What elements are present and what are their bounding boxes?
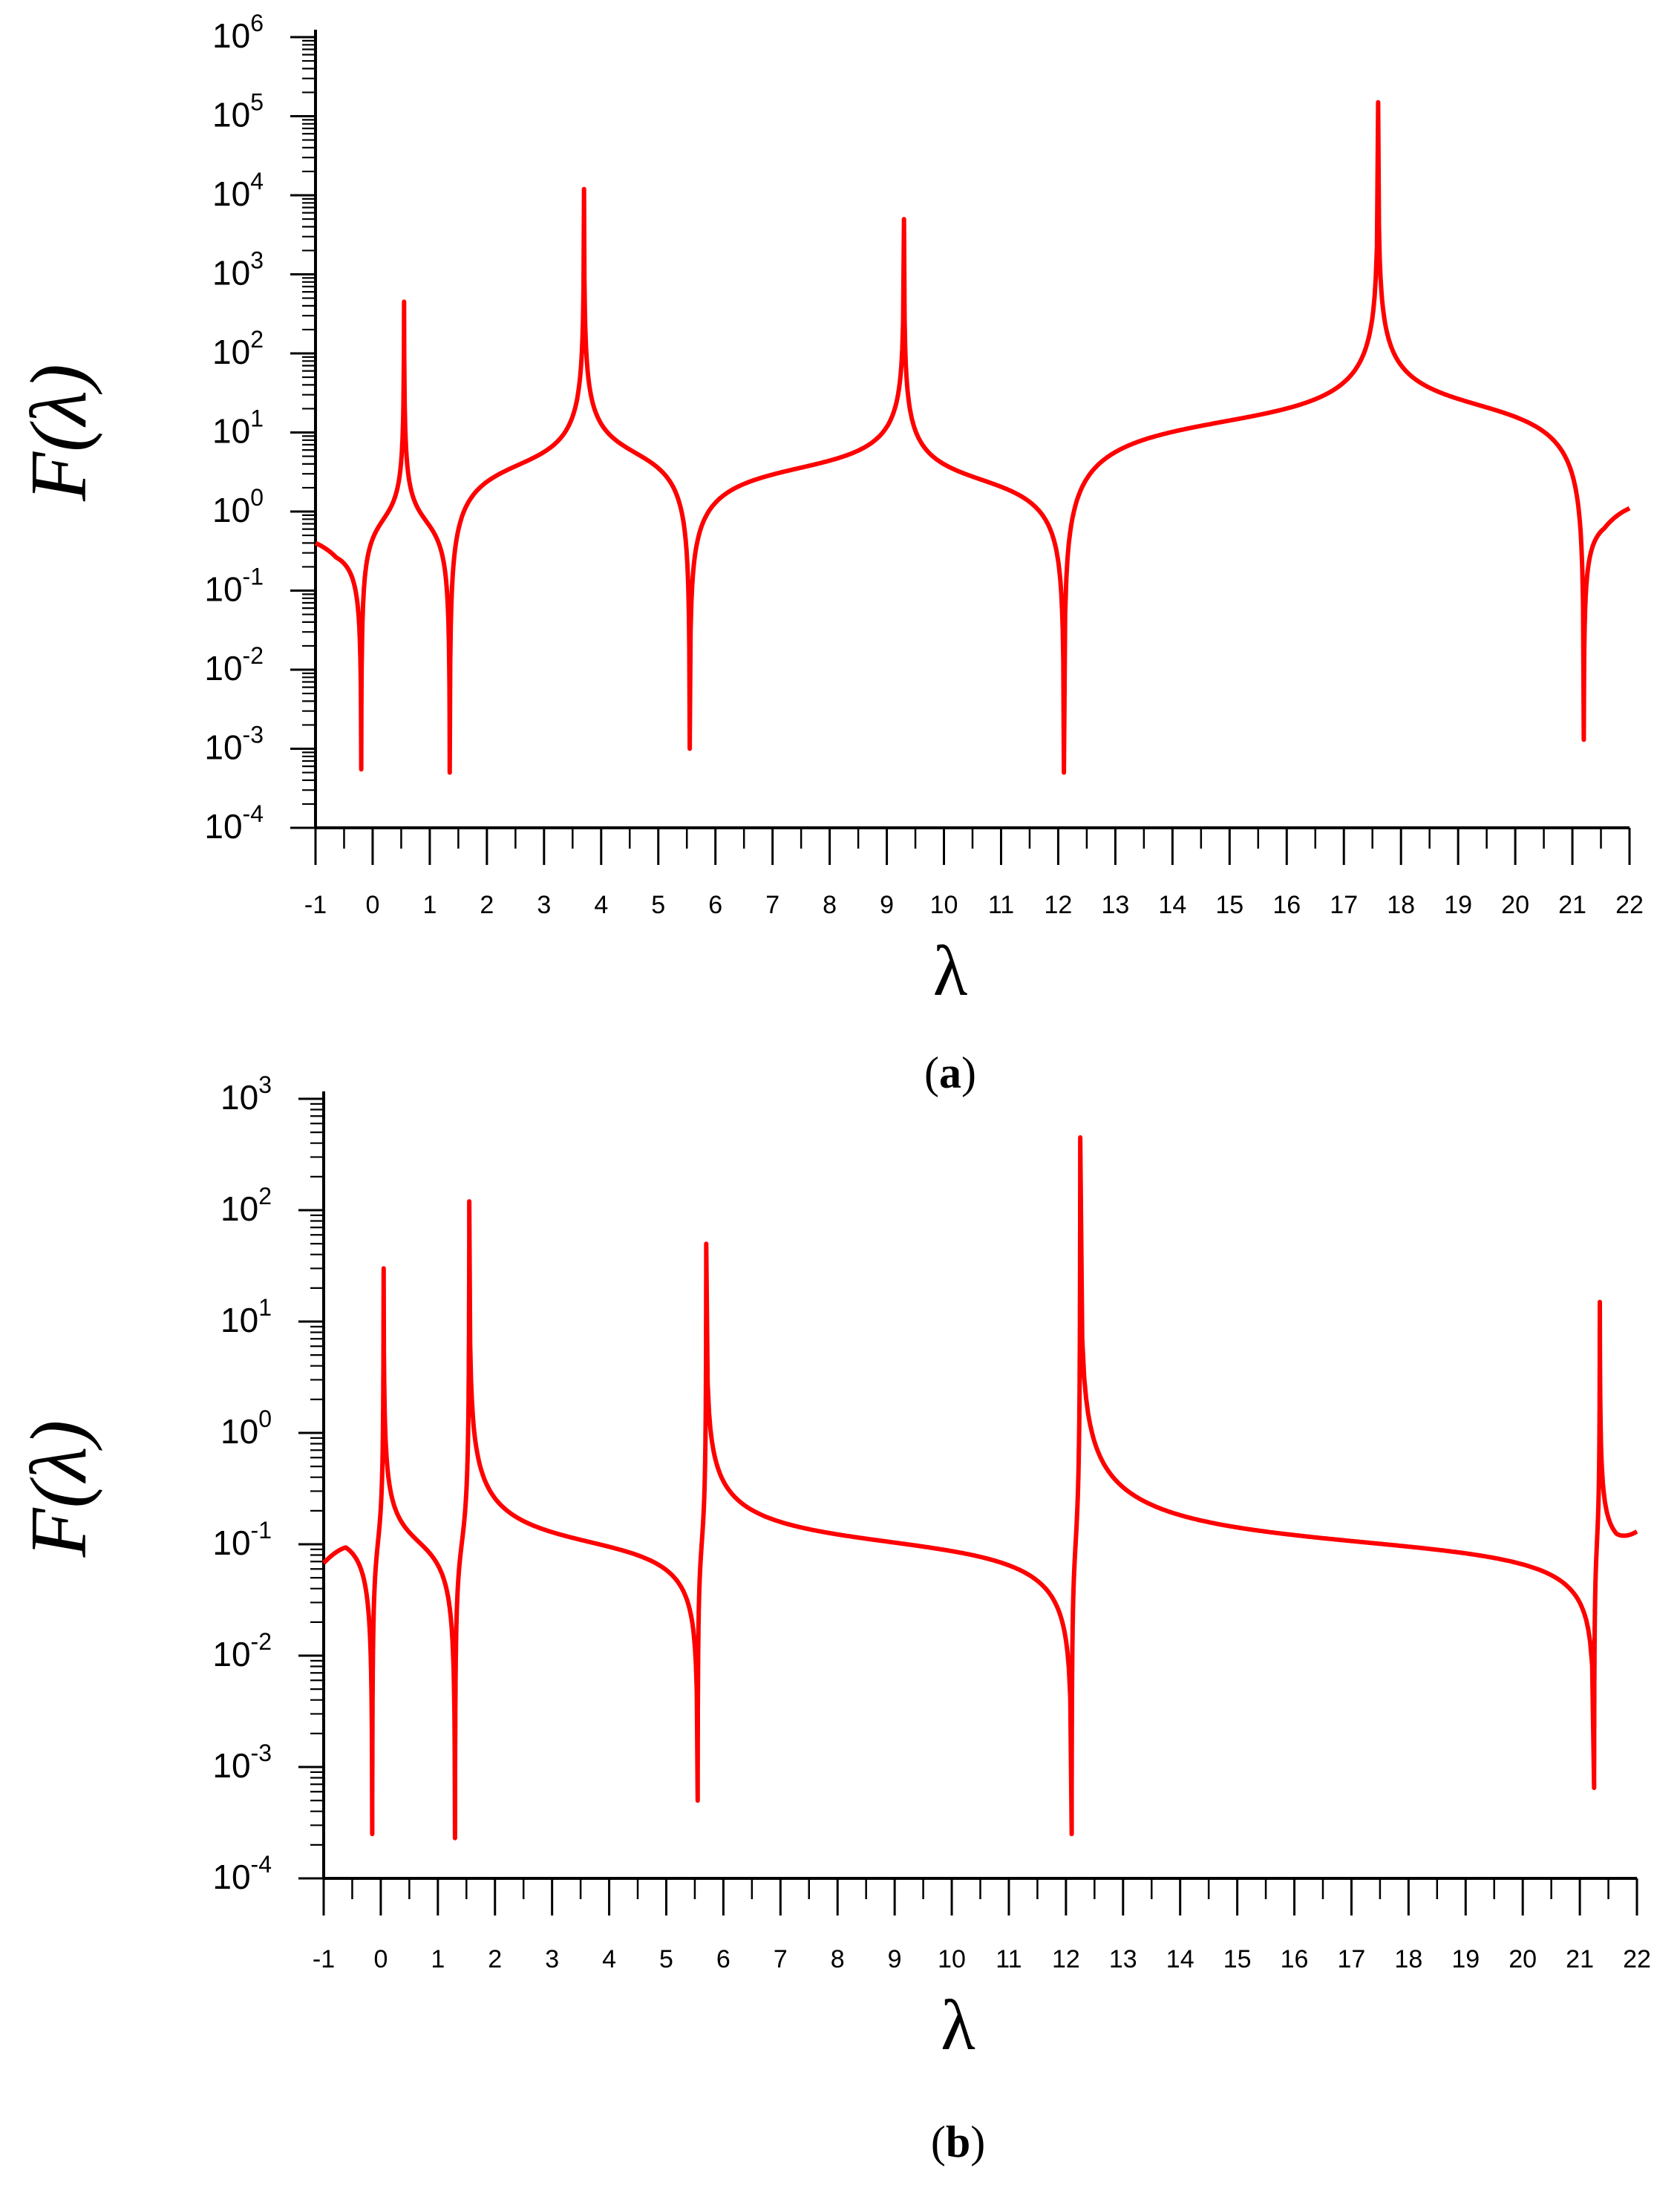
x-tick-label: 22 — [1615, 891, 1644, 919]
x-tick-label: 1 — [431, 1945, 445, 1973]
x-tick-label: 20 — [1501, 891, 1529, 919]
x-tick-label: 19 — [1444, 891, 1472, 919]
x-axis-title: λ — [941, 1985, 975, 2065]
pole-point — [902, 218, 906, 221]
x-tick-label: 11 — [996, 1945, 1022, 1973]
y-tick-label: 100 — [220, 1405, 272, 1451]
y-tick-label: 104 — [212, 168, 264, 213]
zero-point — [453, 1836, 457, 1840]
x-tick-label: 2 — [480, 891, 494, 919]
y-tick-label: 10-4 — [212, 1851, 272, 1896]
x-tick-label: 12 — [1045, 891, 1073, 919]
zero-point — [359, 768, 363, 771]
x-tick-label: 9 — [880, 891, 894, 919]
zero-point — [1592, 1786, 1596, 1790]
pole-point — [468, 1200, 471, 1203]
x-tick-label: 19 — [1451, 1945, 1480, 1973]
x-axis-title: λ — [933, 931, 968, 1010]
x-tick-label: 8 — [823, 891, 837, 919]
x-tick-label: 6 — [716, 1945, 730, 1973]
x-tick-label: 10 — [930, 891, 958, 919]
x-tick-label: 22 — [1623, 1945, 1651, 1973]
pole-point — [1079, 1136, 1082, 1140]
x-tick-label: 11 — [988, 891, 1014, 919]
y-tick-label: 105 — [212, 89, 264, 134]
panel-label: (b) — [931, 2117, 985, 2166]
pole-point — [402, 300, 406, 304]
x-tick-label: 7 — [774, 1945, 788, 1973]
zero-point — [1582, 738, 1586, 742]
x-tick-label: 20 — [1509, 1945, 1537, 1973]
y-tick-label: 101 — [220, 1294, 272, 1339]
x-tick-label: 17 — [1330, 891, 1358, 919]
y-tick-label: 101 — [212, 405, 264, 451]
y-tick-label: 100 — [212, 484, 264, 529]
x-tick-label: 15 — [1215, 891, 1243, 919]
x-tick-label: 15 — [1223, 1945, 1252, 1973]
y-axis-title: F(λ) — [15, 364, 103, 502]
x-tick-label: -1 — [304, 891, 327, 919]
x-tick-label: 14 — [1158, 891, 1186, 919]
y-tick-label: 10-1 — [212, 1517, 272, 1562]
pole-point — [1376, 100, 1380, 104]
y-tick-label: 10-1 — [204, 564, 264, 609]
x-tick-label: 8 — [831, 1945, 845, 1973]
x-tick-label: 16 — [1281, 1945, 1309, 1973]
y-tick-label: 102 — [220, 1183, 272, 1228]
x-tick-label: 13 — [1109, 1945, 1137, 1973]
x-tick-label: 3 — [545, 1945, 559, 1973]
y-tick-label: 102 — [212, 326, 264, 371]
x-tick-label: 4 — [594, 891, 608, 919]
x-tick-label: 6 — [708, 891, 722, 919]
zero-point — [448, 771, 451, 774]
y-tick-label: 103 — [212, 247, 264, 293]
x-tick-label: 1 — [422, 891, 437, 919]
x-tick-label: 5 — [659, 1945, 673, 1973]
y-tick-label: 103 — [220, 1071, 272, 1117]
x-tick-label: 16 — [1272, 891, 1301, 919]
pole-point — [382, 1267, 385, 1270]
zero-point — [370, 1832, 374, 1836]
pole-point — [705, 1242, 708, 1246]
panel-label: (a) — [924, 1048, 976, 1097]
zero-point — [1062, 771, 1066, 774]
zero-point — [688, 747, 692, 751]
x-tick-label: 7 — [765, 891, 779, 919]
y-tick-label: 10-2 — [204, 642, 264, 687]
y-tick-label: 10-3 — [212, 1740, 272, 1785]
x-tick-label: 21 — [1566, 1945, 1594, 1973]
zero-point — [696, 1799, 699, 1803]
y-tick-label: 10-3 — [204, 722, 264, 767]
x-tick-label: -1 — [313, 1945, 335, 1973]
zero-point — [1070, 1832, 1073, 1836]
x-tick-label: 18 — [1394, 1945, 1422, 1973]
y-axis-title: F(λ) — [15, 1420, 103, 1558]
x-tick-label: 4 — [602, 1945, 616, 1973]
pole-point — [1598, 1300, 1602, 1304]
pole-point — [582, 187, 586, 191]
x-tick-label: 13 — [1101, 891, 1129, 919]
x-tick-label: 12 — [1052, 1945, 1080, 1973]
x-tick-label: 2 — [488, 1945, 502, 1973]
x-tick-label: 0 — [373, 1945, 388, 1973]
x-tick-label: 14 — [1166, 1945, 1194, 1973]
y-tick-label: 10-2 — [212, 1628, 272, 1673]
y-tick-label: 106 — [212, 10, 264, 55]
series-line — [313, 99, 1632, 775]
x-tick-label: 9 — [888, 1945, 902, 1973]
x-tick-label: 18 — [1387, 891, 1415, 919]
x-tick-label: 21 — [1558, 891, 1586, 919]
x-tick-label: 5 — [651, 891, 665, 919]
x-tick-label: 0 — [365, 891, 379, 919]
series-line — [321, 1135, 1639, 1841]
x-tick-label: 17 — [1338, 1945, 1366, 1973]
y-tick-label: 10-4 — [204, 800, 264, 846]
x-tick-label: 10 — [938, 1945, 966, 1973]
x-tick-label: 3 — [537, 891, 551, 919]
